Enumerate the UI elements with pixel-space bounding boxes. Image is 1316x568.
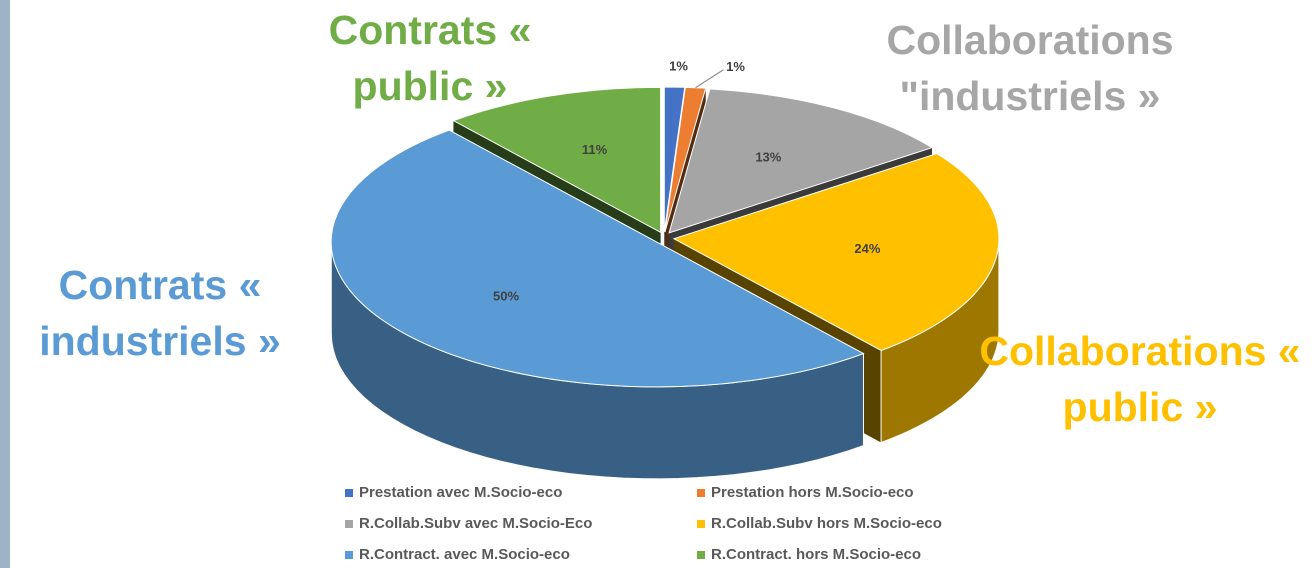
pie-slice — [663, 86, 686, 233]
legend-label: R.Contract. hors M.Socio-eco — [711, 546, 921, 563]
data-label: 24% — [854, 241, 880, 256]
annotation: Collaborations « public » — [979, 328, 1301, 430]
annotation: Contrats « industriels » — [39, 262, 281, 364]
leader-line — [695, 69, 724, 89]
pie-slice — [330, 129, 865, 388]
side-strip — [0, 0, 10, 568]
legend-label: Prestation hors M.Socio-eco — [711, 484, 914, 501]
legend: Prestation avec M.Socio-eco Prestation ho… — [345, 484, 942, 563]
legend-label: Prestation avec M.Socio-eco — [359, 484, 562, 501]
pie-slice — [672, 152, 1000, 352]
legend-swatch — [345, 520, 353, 528]
legend-swatch — [697, 551, 705, 559]
pie-slice — [664, 86, 707, 233]
data-label: 13% — [755, 149, 781, 164]
annotation: Collaborations "industriels » — [886, 17, 1174, 119]
pie-tops — [330, 86, 1000, 388]
data-label: 1% — [669, 59, 688, 74]
data-label: 11% — [582, 142, 608, 157]
legend-swatch — [345, 551, 353, 559]
data-label: 50% — [493, 289, 519, 304]
legend-swatch — [345, 489, 353, 497]
legend-label: R.Collab.Subv hors M.Socio-eco — [711, 515, 942, 532]
pie-slice — [668, 88, 934, 234]
pie-slice — [452, 86, 662, 234]
data-label: 1% — [726, 59, 745, 74]
legend-label: R.Collab.Subv avec M.Socio-Eco — [359, 515, 592, 532]
annotation: Contrats « public » — [328, 7, 532, 109]
legend-label: R.Contract. avec M.Socio-eco — [359, 546, 570, 563]
legend-swatch — [697, 520, 705, 528]
legend-swatch — [697, 489, 705, 497]
